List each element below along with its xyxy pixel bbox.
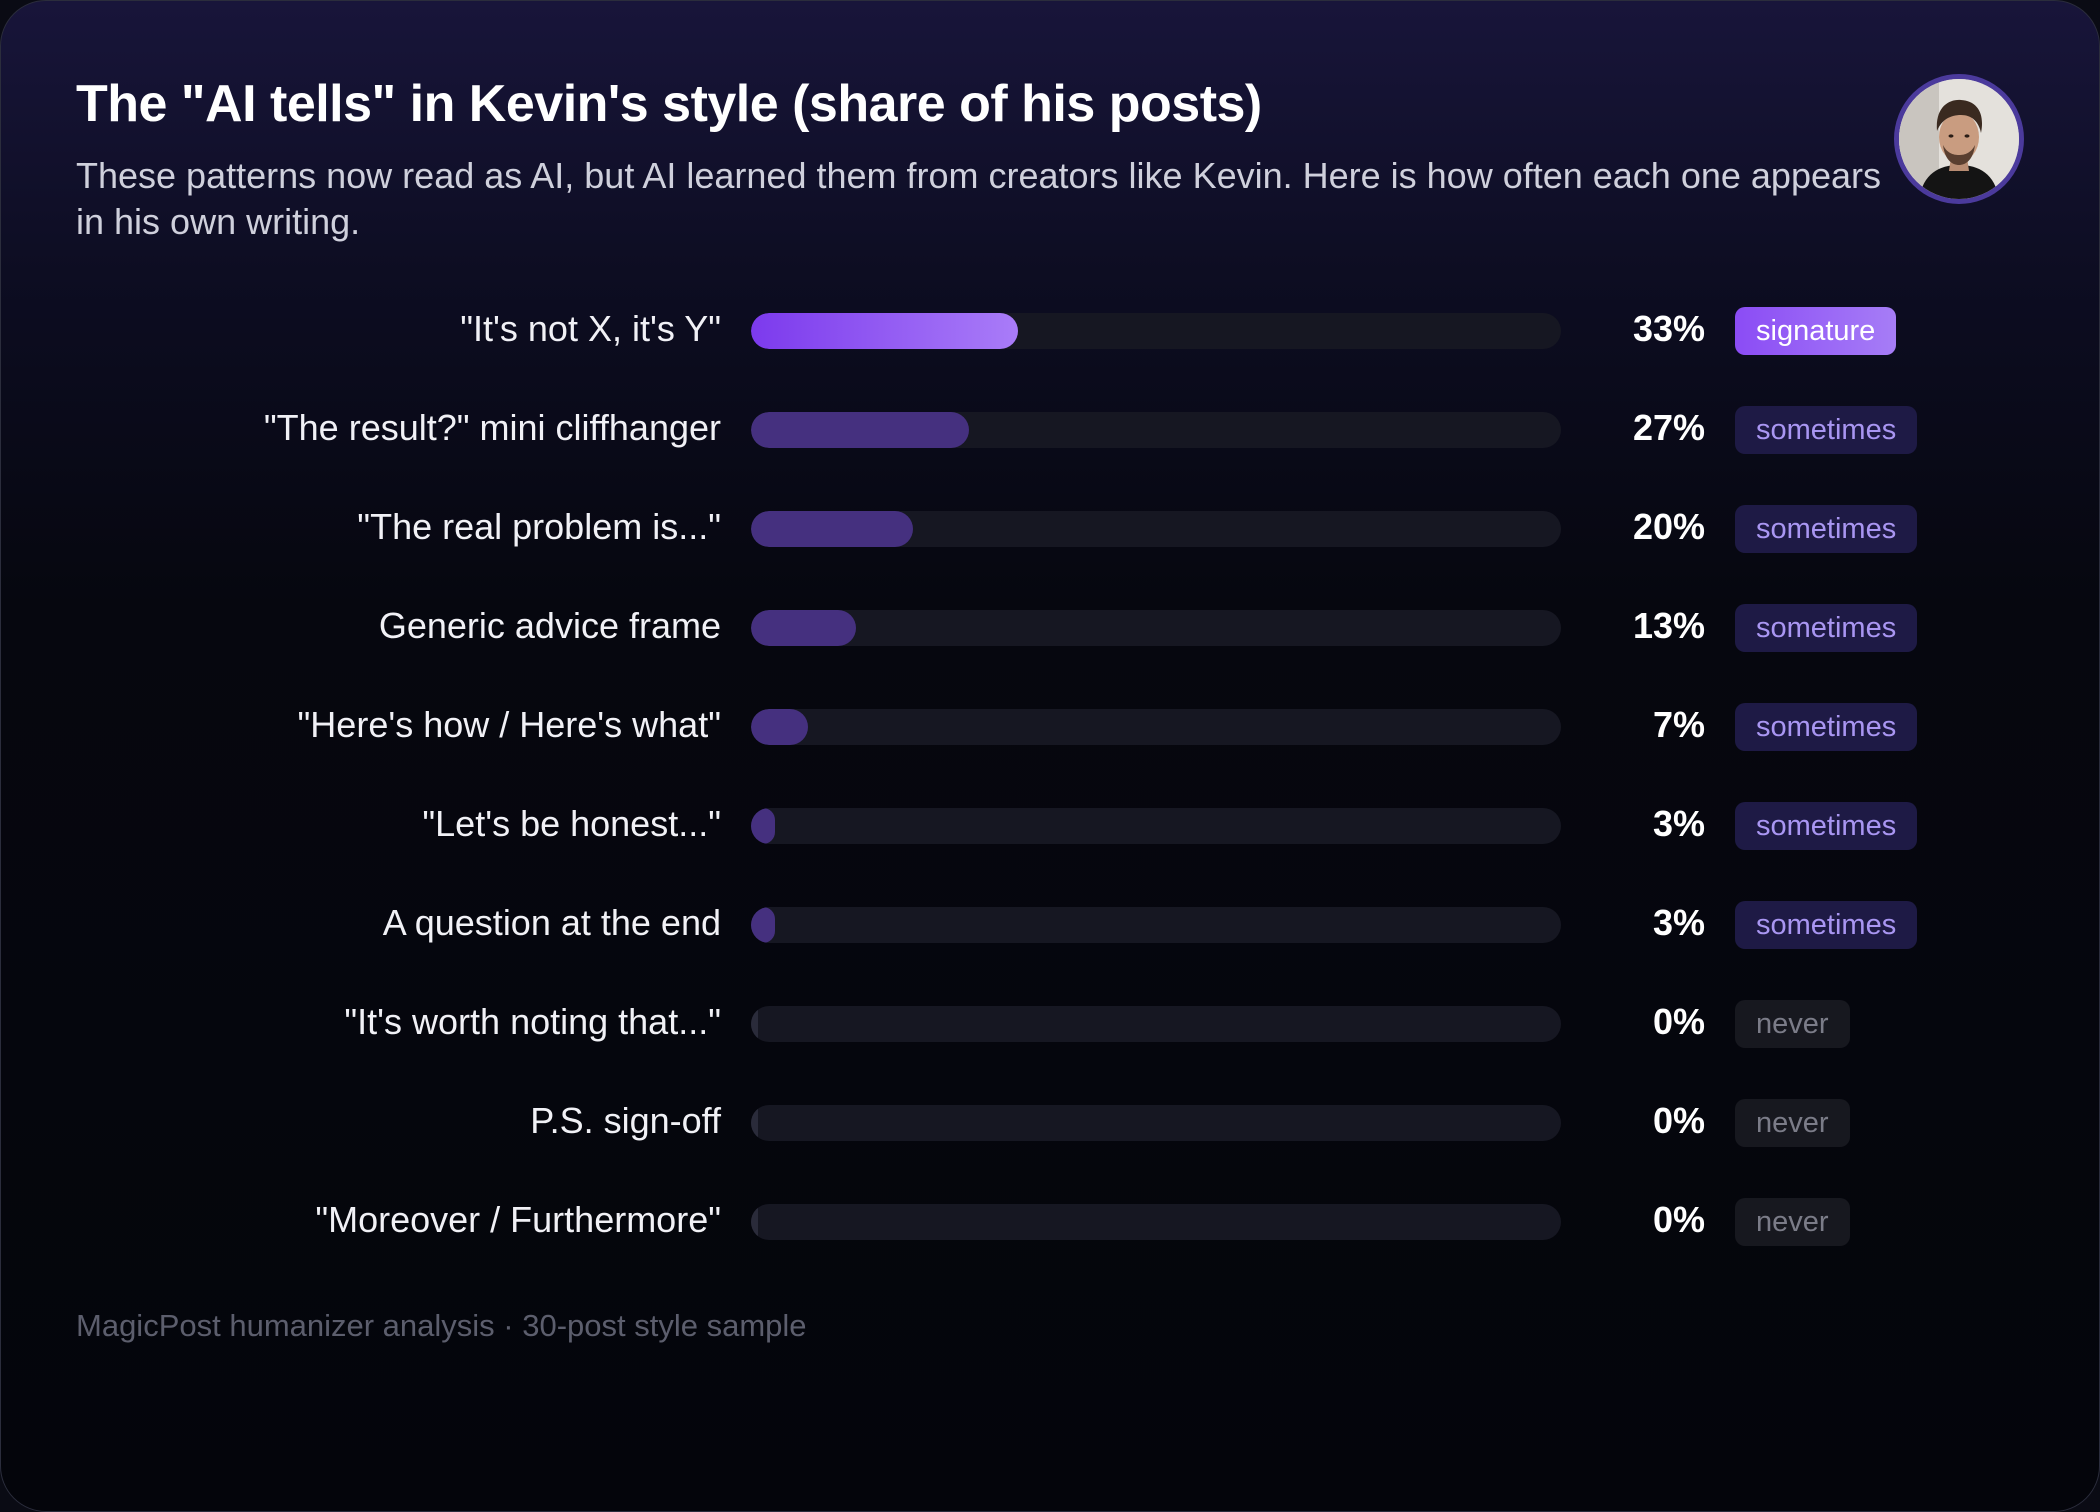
bar-row: "It's not X, it's Y" 33% signature: [1, 283, 2099, 382]
frequency-badge: sometimes: [1735, 604, 1918, 652]
person-photo-icon: [1899, 79, 2019, 199]
bar-track: [751, 808, 1561, 844]
bar-track: [751, 1105, 1561, 1141]
bar: [751, 511, 913, 547]
source-note: MagicPost humanizer analysis · 30-post s…: [76, 1308, 807, 1343]
bar-track: [751, 412, 1561, 448]
bar-track: [751, 313, 1561, 349]
frequency-badge: sometimes: [1735, 901, 1918, 949]
value-label: 27%: [1632, 407, 1705, 448]
bar-row: "The real problem is..." 20% sometimes: [1, 481, 2099, 580]
bar-track: [751, 511, 1561, 547]
value-label: 3%: [1652, 902, 1705, 943]
frequency-badge: signature: [1735, 307, 1897, 355]
bar: [751, 412, 970, 448]
frequency-badge: never: [1735, 1099, 1850, 1147]
value-label: 20%: [1632, 506, 1705, 547]
value-label: 0%: [1652, 1100, 1705, 1141]
bar: [751, 1204, 758, 1240]
chart-subtitle: These patterns now read as AI, but AI le…: [76, 155, 1881, 242]
bar: [751, 610, 857, 646]
frequency-badge: never: [1735, 1000, 1850, 1048]
bar-row: "It's worth noting that..." 0% never: [1, 976, 2099, 1075]
value-label: 0%: [1652, 1199, 1705, 1240]
bar-row: P.S. sign-off 0% never: [1, 1075, 2099, 1174]
category-label: A question at the end: [382, 902, 721, 943]
category-label: "The real problem is...": [357, 506, 721, 547]
value-label: 3%: [1652, 803, 1705, 844]
value-label: 33%: [1632, 308, 1705, 349]
frequency-badge: sometimes: [1735, 802, 1918, 850]
chart-title: The "AI tells" in Kevin's style (share o…: [76, 75, 1262, 133]
category-label: "It's not X, it's Y": [460, 308, 721, 349]
frequency-badge: sometimes: [1735, 406, 1918, 454]
frequency-badge: sometimes: [1735, 703, 1918, 751]
category-label: "Here's how / Here's what": [297, 704, 721, 745]
bar-row: "Moreover / Furthermore" 0% never: [1, 1174, 2099, 1273]
bar-row: "The result?" mini cliffhanger 27% sometim…: [1, 382, 2099, 481]
category-label: "It's worth noting that...": [344, 1001, 721, 1042]
frequency-badge: never: [1735, 1198, 1850, 1246]
bar: [751, 907, 776, 943]
category-label: "Moreover / Furthermore": [315, 1199, 721, 1240]
category-label: "Let's be honest...": [422, 803, 721, 844]
value-label: 13%: [1632, 605, 1705, 646]
bar: [751, 1105, 758, 1141]
bar-track: [751, 709, 1561, 745]
bar: [751, 709, 808, 745]
bar-row: A question at the end 3% sometimes: [1, 877, 2099, 976]
bar-row: "Here's how / Here's what" 7% sometimes: [1, 679, 2099, 778]
category-label: P.S. sign-off: [530, 1100, 721, 1141]
bar-row: "Let's be honest..." 3% sometimes: [1, 778, 2099, 877]
value-label: 0%: [1652, 1001, 1705, 1042]
bar-row: Generic advice frame 13% sometimes: [1, 580, 2099, 679]
bar-track: [751, 610, 1561, 646]
avatar: [1894, 74, 2024, 204]
bar-track: [751, 907, 1561, 943]
bar: [751, 313, 1018, 349]
bar: [751, 808, 776, 844]
value-label: 7%: [1652, 704, 1705, 745]
category-label: "The result?" mini cliffhanger: [263, 407, 721, 448]
bar-track: [751, 1006, 1561, 1042]
bar-rows: "It's not X, it's Y" 33% signature "The res…: [1, 283, 2099, 1273]
category-label: Generic advice frame: [378, 605, 721, 646]
frequency-badge: sometimes: [1735, 505, 1918, 553]
bar-track: [751, 1204, 1561, 1240]
bar: [751, 1006, 758, 1042]
